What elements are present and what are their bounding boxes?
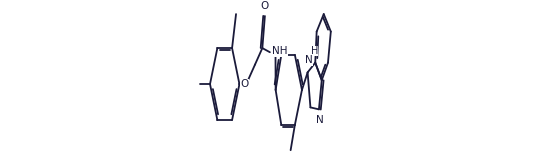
Text: O: O [240, 79, 249, 89]
Text: H: H [311, 46, 318, 56]
Text: O: O [260, 1, 269, 12]
Text: N: N [316, 115, 324, 125]
Text: NH: NH [272, 46, 288, 56]
Text: N: N [305, 55, 312, 65]
